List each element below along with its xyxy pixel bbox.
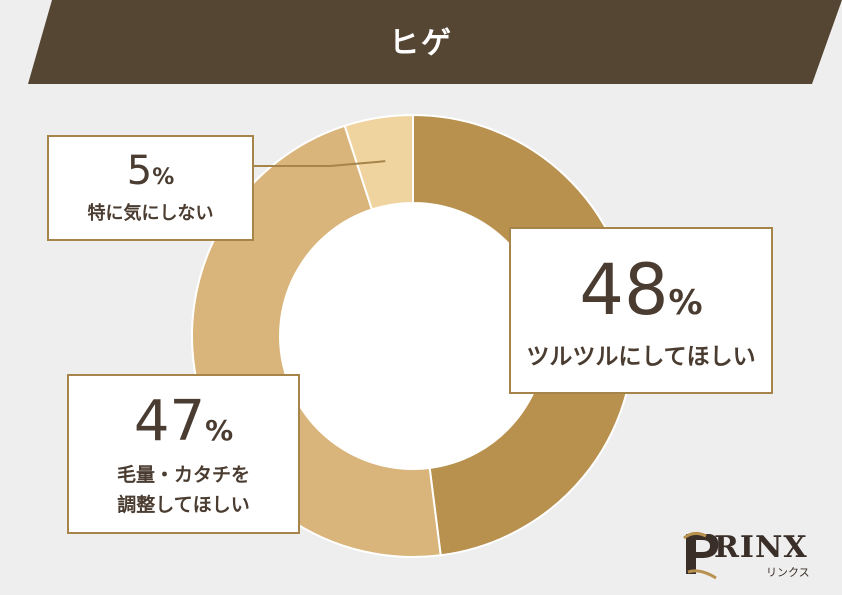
brand-logo: RINX リンクス xyxy=(680,528,820,580)
slice-label: 特に気にしない xyxy=(87,203,214,224)
callout-no-preference: 5% 特に気にしない xyxy=(47,135,254,241)
donut-hole xyxy=(280,203,546,469)
title-banner: ヒゲ xyxy=(0,0,842,84)
banner-shape xyxy=(28,0,842,84)
percent-unit: % xyxy=(152,165,175,190)
percent-value: 48% xyxy=(511,255,771,325)
logo-p-mark xyxy=(683,531,719,580)
percent-unit: % xyxy=(205,414,234,447)
percent-number: 5 xyxy=(126,148,153,194)
callout-trim-shape: 47% 毛量・カタチを 調整してほしい xyxy=(67,374,300,534)
percent-unit: % xyxy=(668,283,703,323)
percent-value: 5% xyxy=(49,151,252,191)
logo-subtext: リンクス xyxy=(766,566,810,579)
callout-clean-shave: 48% ツルツルにしてほしい xyxy=(509,227,773,394)
percent-number: 48 xyxy=(579,249,669,331)
chart-title: ヒゲ xyxy=(389,26,453,61)
slice-label: ツルツルにしてほしい xyxy=(526,344,756,370)
leader-line xyxy=(254,160,386,167)
slice-label: 毛量・カタチを 調整してほしい xyxy=(116,464,250,517)
logo-text: RINX xyxy=(714,530,808,565)
percent-number: 47 xyxy=(133,389,206,454)
percent-value: 47% xyxy=(69,394,298,450)
